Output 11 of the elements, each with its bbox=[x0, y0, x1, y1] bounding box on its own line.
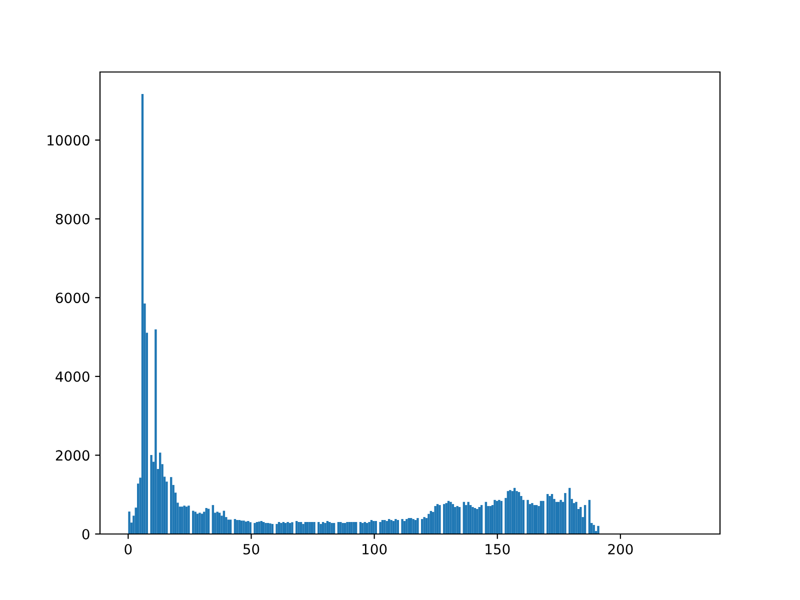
x-tick-label: 50 bbox=[243, 544, 260, 554]
y-tick-label: 10000 bbox=[48, 135, 90, 146]
y-tick-label: 6000 bbox=[56, 292, 90, 304]
x-tick-label: 100 bbox=[362, 544, 387, 554]
y-tick-label: 4000 bbox=[56, 371, 90, 382]
y-tick-label: 2000 bbox=[56, 450, 90, 461]
x-tick-label: 200 bbox=[608, 544, 633, 554]
y-tick-label: 8000 bbox=[56, 214, 90, 224]
x-tick-label: 0 bbox=[124, 544, 132, 554]
x-tick-label: 150 bbox=[486, 544, 510, 554]
y-tick-label: 0 bbox=[82, 528, 90, 540]
